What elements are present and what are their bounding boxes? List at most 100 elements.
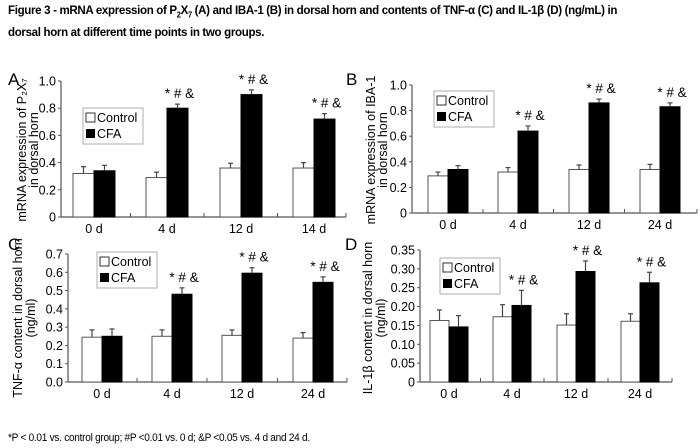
panel-c-legend-label-control: Control bbox=[111, 255, 151, 269]
panel-c-x-tick-label: 4 d bbox=[163, 387, 180, 401]
panel-b-bar-cfa bbox=[659, 106, 681, 214]
panel-c-y-tick-label: 0.6 bbox=[46, 266, 63, 280]
panel-a-significance-label: * # & bbox=[312, 96, 341, 111]
panel-d-x-tick-label: 0 d bbox=[440, 387, 457, 401]
panel-b-bar-control bbox=[639, 168, 661, 214]
panel-b-significance-label: * # & bbox=[657, 85, 686, 100]
panel-b-bar-control bbox=[427, 175, 449, 214]
panel-c-y-tick-label: 0.2 bbox=[46, 339, 63, 353]
panel-a-bar-cfa bbox=[166, 107, 189, 218]
panel-d-x-tick-label: 24 d bbox=[628, 387, 652, 401]
figure-footnote: *P < 0.01 vs. control group; #P <0.01 vs… bbox=[8, 432, 310, 444]
panel-d-significance-label: * # & bbox=[573, 243, 602, 258]
panel-d-bar-cfa bbox=[448, 326, 469, 383]
panel-b-legend-label-control: Control bbox=[448, 94, 488, 108]
panel-a-y-tick-label: 0.4 bbox=[39, 156, 56, 170]
panel-c-x-tick-label: 12 d bbox=[230, 387, 254, 401]
panel-b-y-tick-label: 0 bbox=[400, 207, 407, 221]
panel-c-legend-swatch-control bbox=[99, 256, 110, 267]
panel-d-y-tick-label: 0.05 bbox=[391, 357, 415, 371]
caption-sub-2: 2 bbox=[176, 10, 181, 20]
panel-d-legend-swatch-cfa bbox=[443, 279, 452, 288]
panel-d-y-axis-label-line2: (ng/ml) bbox=[374, 299, 388, 338]
panel-b-bar-cfa bbox=[447, 168, 469, 214]
panel-a-bar-cfa bbox=[240, 94, 263, 218]
panel-a-x-tick-label: 0 d bbox=[85, 222, 102, 236]
panel-a-bar-control bbox=[219, 167, 242, 218]
panel-c-bar-control bbox=[81, 336, 103, 383]
panel-b-y-tick-label: 1.0 bbox=[390, 79, 407, 93]
panel-a-x-tick-label: 14 d bbox=[302, 222, 326, 236]
panel-b-x-tick-label: 0 d bbox=[439, 218, 456, 232]
panel-b-significance-label: * # & bbox=[515, 108, 544, 123]
panel-a-y-tick-label: 0.8 bbox=[39, 102, 56, 116]
panel-b-x-tick-label: 24 d bbox=[648, 218, 672, 232]
panel-d-y-tick-label: 0 bbox=[408, 376, 415, 390]
panel-d-bar-control bbox=[492, 316, 513, 383]
panel-c-letter: C bbox=[8, 235, 20, 254]
panel-d-letter: D bbox=[345, 235, 357, 254]
panel-d-x-tick-label: 4 d bbox=[503, 387, 520, 401]
panel-c-y-tick-label: 0.1 bbox=[46, 357, 63, 371]
panel-d-y-tick-label: 0.10 bbox=[391, 338, 415, 352]
figure-caption: Figure 3 - mRNA expression of P2X7 (A) a… bbox=[8, 2, 648, 40]
panel-b-y-tick-label: 0.2 bbox=[390, 181, 407, 195]
panel-c-y-tick-label: 0.5 bbox=[46, 284, 63, 298]
panel-d-x-tick-label: 12 d bbox=[564, 387, 588, 401]
panel-b-bar-cfa bbox=[588, 102, 610, 214]
caption-text-2: (A) and IBA-1 (B) in dorsal horn and con… bbox=[8, 3, 618, 39]
panel-a-legend-swatch-control bbox=[85, 112, 96, 123]
panel-d-significance-label: * # & bbox=[509, 272, 538, 287]
panel-c-bar-cfa bbox=[171, 293, 193, 383]
panel-c-legend-swatch-cfa bbox=[100, 273, 109, 282]
panel-a-legend-label-control: Control bbox=[97, 111, 137, 125]
panel-a-bar-control bbox=[145, 177, 168, 218]
caption-sub-7: 7 bbox=[187, 10, 192, 20]
panel-d-y-tick-label: 0.15 bbox=[391, 319, 415, 333]
panel-d-legend-swatch-control bbox=[442, 262, 453, 273]
panel-c-y-tick-label: 0.0 bbox=[46, 376, 63, 390]
panel-b-y-axis-label-line2: in dorsal horn bbox=[376, 112, 390, 188]
panel-d-bar-cfa bbox=[511, 304, 532, 383]
panel-a-significance-label: * # & bbox=[239, 72, 268, 87]
panel-a-x-tick-label: 12 d bbox=[229, 222, 253, 236]
panel-c-significance-label: * # & bbox=[310, 259, 339, 274]
panel-d-y-tick-label: 0.35 bbox=[391, 244, 415, 258]
panel-b-legend-swatch-control bbox=[436, 95, 447, 106]
panel-b-y-tick-label: 0.6 bbox=[390, 130, 407, 144]
panel-c-bar-cfa bbox=[241, 272, 263, 383]
panel-c-x-tick-label: 0 d bbox=[93, 387, 110, 401]
panel-b-y-axis-label-line1: mRNA expression of IBA-1 bbox=[364, 76, 378, 225]
panel-a-y-axis-label-line1: mRNA expression of P₂X₇ bbox=[15, 78, 29, 221]
panel-a-bar-cfa bbox=[93, 170, 116, 218]
panel-d-bar-control bbox=[556, 324, 577, 383]
panel-d-y-tick-label: 0.20 bbox=[391, 300, 415, 314]
panel-a-y-tick-label: 0.6 bbox=[39, 129, 56, 143]
panel-a-letter: A bbox=[8, 70, 20, 89]
panel-c-significance-label: * # & bbox=[239, 250, 268, 265]
panel-d-significance-label: * # & bbox=[637, 254, 666, 269]
panel-b-legend-swatch-cfa bbox=[437, 112, 446, 121]
panel-a-significance-label: * # & bbox=[165, 86, 194, 101]
panel-d-bar-cfa bbox=[575, 270, 596, 383]
panel-b-bar-control bbox=[497, 171, 519, 214]
panel-c-y-tick-label: 0.3 bbox=[46, 321, 63, 335]
panel-d-y-tick-label: 0.25 bbox=[391, 281, 415, 295]
panel-d-y-tick-label: 0.30 bbox=[391, 262, 415, 276]
panel-c-x-tick-label: 24 d bbox=[301, 387, 325, 401]
panel-b-bar-cfa bbox=[517, 130, 539, 214]
panel-b-x-tick-label: 12 d bbox=[577, 218, 601, 232]
panel-c-bar-control bbox=[292, 337, 314, 383]
panel-a-legend-swatch-cfa bbox=[86, 129, 95, 138]
panel-a-y-tick-label: 1.0 bbox=[39, 75, 56, 89]
panel-b-y-tick-label: 0.4 bbox=[390, 155, 407, 169]
panel-c-bar-cfa bbox=[101, 335, 123, 383]
caption-text-x: X bbox=[180, 3, 189, 17]
panel-d-y-axis-label-line1: IL-1β content in dorsal horn bbox=[361, 242, 375, 394]
caption-text-1: Figure 3 - mRNA expression of P bbox=[8, 3, 177, 17]
panel-b-letter: B bbox=[346, 70, 357, 89]
panel-d-bar-control bbox=[620, 320, 641, 383]
panel-d-bar-cfa bbox=[639, 282, 660, 383]
panel-c-bar-cfa bbox=[312, 281, 334, 383]
panel-d-bar-control bbox=[429, 320, 450, 383]
